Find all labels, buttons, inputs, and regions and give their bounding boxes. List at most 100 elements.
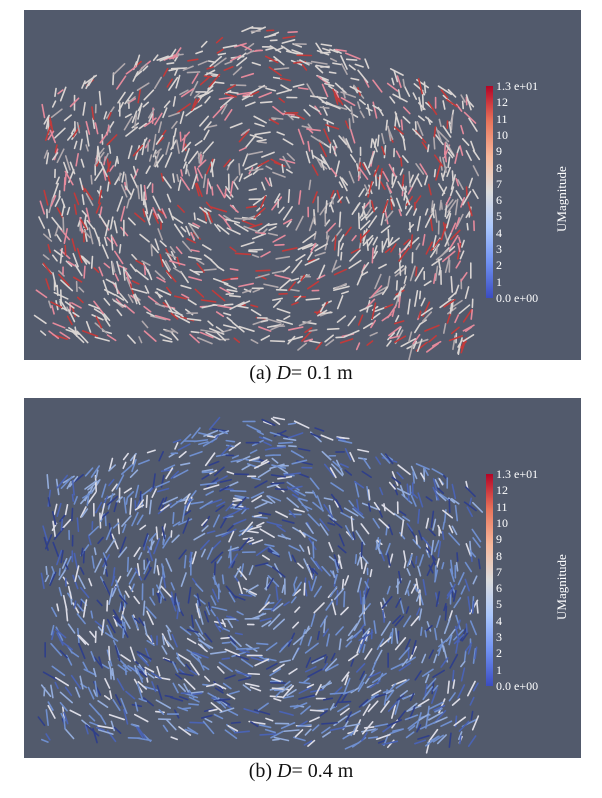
velocity-arrow [180,176,191,191]
velocity-arrow [385,525,388,536]
velocity-arrow [61,557,68,569]
velocity-arrow [433,716,448,724]
velocity-arrow [362,228,368,244]
velocity-arrow [82,661,89,671]
velocity-arrow [448,335,464,342]
velocity-arrow [394,335,407,343]
velocity-arrow [404,580,412,596]
velocity-arrow [334,500,339,508]
velocity-arrow [44,574,50,583]
velocity-arrow [305,297,321,301]
velocity-arrow [353,480,365,489]
velocity-arrow [136,563,141,576]
velocity-arrow [314,251,326,257]
velocity-arrow [201,468,214,473]
velocity-arrow [251,233,267,240]
velocity-arrow [197,643,208,653]
velocity-arrow [51,100,57,108]
velocity-arrow [145,165,151,174]
velocity-arrow [171,215,184,224]
velocity-arrow [219,698,231,706]
velocity-arrow [358,188,365,198]
velocity-arrow [290,277,300,282]
velocity-arrow [228,591,236,603]
velocity-arrow [322,628,329,637]
velocity-arrow [225,185,234,198]
velocity-arrow [339,707,350,716]
velocity-arrow [96,599,103,607]
velocity-arrow [202,438,218,447]
velocity-arrow [297,342,307,351]
velocity-arrow [139,524,147,531]
velocity-arrow [174,673,183,680]
velocity-arrow [350,516,354,532]
velocity-arrow [201,470,215,474]
velocity-arrow [428,701,444,710]
velocity-arrow [200,40,208,48]
velocity-arrow [181,240,193,253]
velocity-arrow [135,54,141,67]
velocity-arrow [263,283,279,288]
velocity-arrow [210,702,223,712]
velocity-arrow [132,165,137,176]
velocity-arrow [377,739,386,744]
velocity-arrow [170,312,179,320]
velocity-arrow [148,154,153,162]
velocity-arrow [180,462,191,466]
velocity-arrow [360,541,363,558]
velocity-arrow [156,55,169,61]
velocity-arrow [450,114,454,131]
velocity-arrow [166,640,175,650]
velocity-arrow [56,148,65,164]
velocity-arrow [451,483,457,500]
velocity-arrow [125,690,136,700]
velocity-arrow [282,35,296,39]
velocity-arrow [402,78,406,88]
velocity-arrow [339,436,350,440]
velocity-arrow [442,157,447,173]
legend-tick-label: 9 [496,532,502,547]
velocity-arrow [97,536,104,545]
velocity-arrow [288,668,298,675]
velocity-arrow [142,208,146,218]
velocity-arrow [274,193,281,204]
velocity-arrow [424,208,429,216]
velocity-arrow [397,630,400,641]
velocity-arrow [244,101,256,107]
velocity-arrow [364,580,370,589]
velocity-arrow [340,606,349,616]
velocity-arrow [120,601,124,611]
legend-tick-label: 9 [496,144,502,159]
velocity-arrow [76,517,80,533]
velocity-arrow [123,115,133,131]
velocity-arrow [463,501,477,512]
velocity-arrow [296,724,312,728]
velocity-arrow [340,251,343,261]
velocity-arrow [310,60,328,65]
velocity-arrow [426,561,435,577]
velocity-arrow [254,562,269,567]
velocity-arrow [405,731,415,739]
velocity-arrow [248,250,258,253]
velocity-arrow [303,627,311,635]
velocity-arrow [107,175,112,185]
velocity-arrow [448,524,454,534]
velocity-arrow [172,521,181,527]
velocity-arrow [460,197,466,208]
velocity-arrow [345,711,353,723]
velocity-arrow [410,234,414,249]
velocity-arrow [102,279,110,296]
velocity-arrow [389,683,397,691]
velocity-arrow [162,724,169,733]
velocity-arrow [256,521,265,527]
velocity-arrow [333,268,347,276]
velocity-arrow [214,687,224,694]
velocity-arrow [293,576,298,585]
velocity-arrow [219,286,231,294]
velocity-arrow [321,726,331,734]
velocity-arrow [95,501,103,514]
velocity-arrow [108,587,114,605]
velocity-arrow [367,671,382,679]
velocity-arrow [224,93,237,98]
velocity-arrow [208,73,221,88]
